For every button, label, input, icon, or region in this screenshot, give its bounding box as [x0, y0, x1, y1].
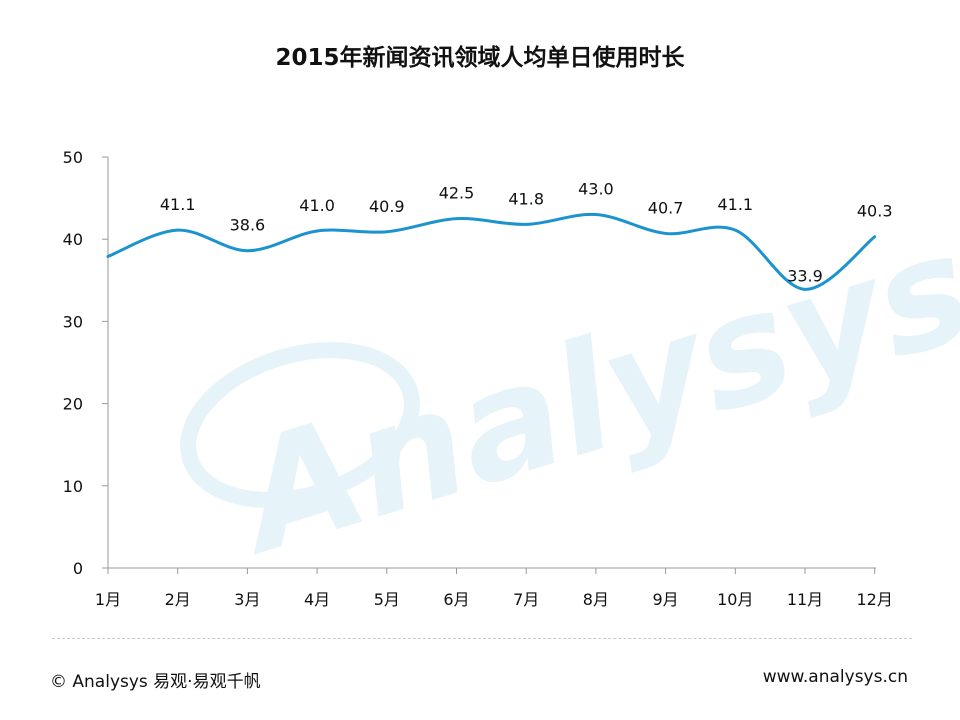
- watermark-text: Analysys: [213, 201, 960, 589]
- y-tick-label: 30: [63, 312, 83, 331]
- line-chart: Analysys 0 10 20 30 40 50 1月 2月 3月 4月 5月 6月 7月 8月 9月 10…: [63, 148, 960, 609]
- x-tick-label: 12月: [857, 590, 893, 609]
- footer-divider: [52, 638, 912, 639]
- x-tick-label: 1月: [95, 590, 121, 609]
- x-tick-label: 4月: [304, 590, 330, 609]
- series: [105, 212, 878, 292]
- data-point-10: [732, 227, 738, 233]
- y-tick-label: 0: [73, 559, 83, 578]
- data-label: 38.6: [230, 216, 266, 235]
- data-label: 40.9: [369, 197, 405, 216]
- x-tick-label: 10月: [717, 590, 753, 609]
- data-point-5: [384, 229, 390, 235]
- x-tick-label: 3月: [234, 590, 260, 609]
- footer-copyright: © Analysys 易观·易观千帆: [50, 672, 261, 692]
- axes: 0 10 20 30 40 50 1月 2月 3月 4月 5月 6月 7月 8月 9月 10月 11月 12月: [63, 148, 893, 609]
- y-tick-label: 20: [63, 395, 83, 414]
- data-point-11: [802, 286, 808, 292]
- data-point-8: [593, 212, 599, 218]
- data-label: 40.3: [857, 202, 893, 221]
- footer-website[interactable]: www.analysys.cn: [762, 667, 908, 687]
- data-label: 41.0: [299, 196, 335, 215]
- data-label: 33.9: [787, 266, 823, 285]
- data-point-9: [663, 230, 669, 236]
- x-tick-label: 2月: [165, 590, 191, 609]
- data-label: 41.8: [508, 189, 544, 208]
- x-tick-label: 11月: [787, 590, 823, 609]
- y-tick-label: 40: [63, 230, 83, 249]
- data-point-2: [175, 227, 181, 233]
- series-line: [106, 212, 877, 291]
- chart-title: 2015年新闻资讯领域人均单日使用时长: [275, 45, 685, 71]
- data-labels: 41.1 38.6 41.0 40.9 42.5 41.8 43.0 40.7 41.1 33.9…: [160, 180, 893, 286]
- data-point-12: [872, 234, 878, 240]
- x-tick-label: 7月: [513, 590, 539, 609]
- data-label: 41.1: [717, 195, 753, 214]
- y-tick-label: 10: [63, 477, 83, 496]
- x-tick-label: 9月: [653, 590, 679, 609]
- x-tick-label: 8月: [583, 590, 609, 609]
- data-point-4: [314, 228, 320, 234]
- watermark-swoosh: [180, 342, 420, 508]
- data-point-3: [244, 248, 250, 254]
- x-tick-label: 5月: [374, 590, 400, 609]
- data-point-7: [523, 221, 529, 227]
- data-label: 42.5: [439, 184, 475, 203]
- data-label: 40.7: [648, 198, 684, 217]
- data-point-1: [105, 253, 111, 259]
- data-label: 43.0: [578, 180, 614, 199]
- x-tick-label: 6月: [443, 590, 469, 609]
- data-point-6: [454, 216, 460, 222]
- watermark: Analysys: [180, 201, 960, 589]
- data-label: 41.1: [160, 195, 196, 214]
- y-tick-label: 50: [63, 148, 83, 167]
